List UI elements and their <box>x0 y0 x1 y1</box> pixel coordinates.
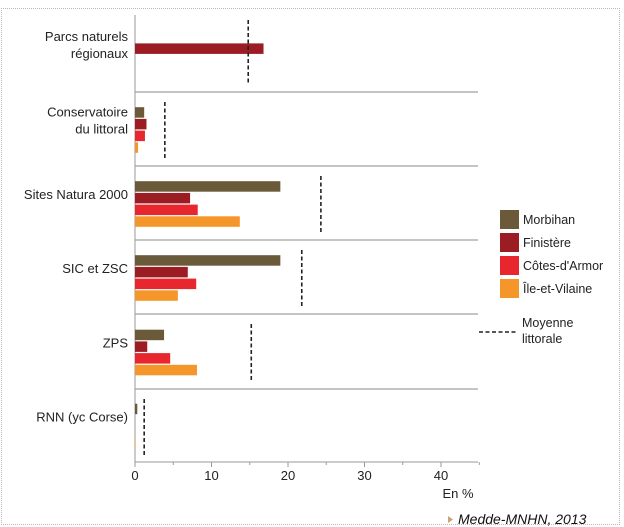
legend-label: Finistère <box>523 236 571 250</box>
bar-finist-re <box>135 341 148 352</box>
category-label: Conservatoire <box>47 105 128 120</box>
bar-c-tes-d-armor <box>135 353 171 364</box>
legend-reference-label: littorale <box>522 332 562 346</box>
bar--le-et-vilaine <box>135 290 178 301</box>
bar-finist-re <box>135 192 191 204</box>
bar-c-tes-d-armor <box>135 130 145 142</box>
bar-morbihan <box>135 255 281 266</box>
category-label: ZPS <box>103 336 129 351</box>
category-label: SIC et ZSC <box>62 261 128 276</box>
bar--le-et-vilaine <box>135 364 197 376</box>
x-tick-label: 20 <box>281 468 295 483</box>
x-axis-title: En % <box>442 486 474 501</box>
x-tick-label: 30 <box>357 468 371 483</box>
bar--le-et-vilaine <box>135 438 136 450</box>
legend-reference-label: Moyenne <box>522 316 573 330</box>
bar-morbihan <box>135 181 281 192</box>
bar-finist-re <box>135 266 188 278</box>
x-tick-label: 10 <box>204 468 218 483</box>
bar-finist-re <box>135 118 147 130</box>
bar-finist-re <box>135 43 264 54</box>
bar--le-et-vilaine <box>135 216 240 227</box>
legend-label: Côtes-d'Armor <box>523 259 603 273</box>
category-label: du littoral <box>75 122 128 137</box>
bar-morbihan <box>135 403 138 415</box>
bar-morbihan <box>135 107 145 118</box>
bar-morbihan <box>135 329 165 341</box>
x-tick-label: 0 <box>131 468 138 483</box>
source-arrow-icon <box>448 516 453 523</box>
category-label: Sites Natura 2000 <box>24 187 128 202</box>
legend-swatch <box>500 256 519 275</box>
legend-swatch <box>500 233 519 252</box>
category-label: régionaux <box>71 46 129 61</box>
bar-c-tes-d-armor <box>135 204 198 216</box>
legend-label: Île-et-Vilaine <box>522 281 592 296</box>
legend-swatch <box>500 210 519 229</box>
x-tick-label: 40 <box>434 468 448 483</box>
chart-frame <box>1 8 620 525</box>
source-text: Medde-MNHN, 2013 <box>458 511 587 527</box>
bar--le-et-vilaine <box>135 142 139 153</box>
category-label: RNN (yc Corse) <box>36 410 128 425</box>
bar-c-tes-d-armor <box>135 278 197 290</box>
category-label: Parcs naturels <box>45 29 129 44</box>
legend-swatch <box>500 279 519 298</box>
legend-label: Morbihan <box>523 213 575 227</box>
